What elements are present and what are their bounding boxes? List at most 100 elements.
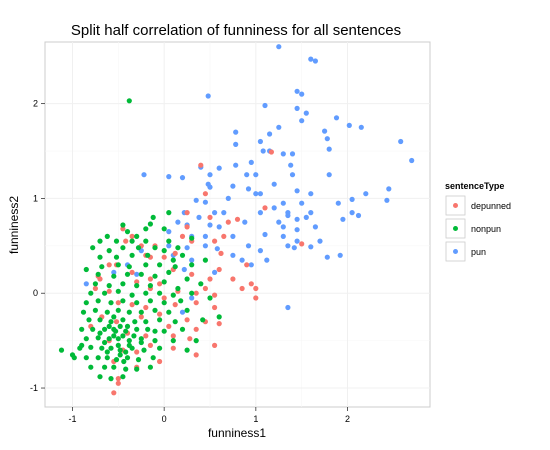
point-nonpun [120, 281, 126, 287]
point-pun [196, 214, 202, 220]
legend-label-pun: pun [471, 247, 486, 257]
point-depunned [253, 295, 259, 301]
point-nonpun [123, 328, 129, 334]
point-nonpun [104, 355, 110, 361]
point-nonpun [166, 238, 172, 244]
point-depunned [193, 352, 199, 358]
point-pun [285, 304, 291, 311]
point-pun [386, 186, 392, 192]
point-nonpun [124, 271, 131, 277]
point-nonpun [113, 357, 120, 363]
point-nonpun [129, 252, 135, 258]
point-pun [193, 197, 199, 203]
point-pun [202, 243, 208, 249]
point-pun [248, 262, 254, 268]
point-nonpun [120, 298, 126, 304]
point-nonpun [145, 326, 151, 332]
point-nonpun [97, 330, 103, 336]
point-nonpun [111, 273, 117, 279]
point-nonpun [138, 336, 144, 342]
point-nonpun [108, 319, 114, 325]
point-nonpun [193, 338, 199, 344]
point-depunned [198, 162, 204, 168]
x-tick-label: -1 [68, 414, 76, 424]
point-depunned [216, 266, 222, 273]
point-depunned [166, 323, 172, 329]
point-nonpun [115, 262, 121, 268]
point-depunned [189, 271, 195, 277]
point-nonpun [92, 281, 98, 287]
point-pun [253, 191, 259, 197]
point-depunned [129, 233, 135, 239]
point-nonpun [138, 309, 144, 315]
point-depunned [244, 262, 250, 268]
point-pun [225, 195, 231, 201]
point-depunned [97, 276, 103, 282]
y-tick-label: 1 [33, 193, 38, 203]
legend-title: sentenceType [445, 181, 504, 191]
point-nonpun [92, 307, 98, 313]
point-nonpun [123, 366, 129, 372]
legend-item-nonpun: nonpun [445, 218, 501, 239]
point-nonpun [113, 328, 119, 334]
point-depunned [134, 279, 140, 285]
x-tick-label: 1 [253, 414, 258, 424]
point-pun [326, 172, 332, 178]
point-nonpun [79, 326, 85, 332]
point-nonpun [83, 266, 89, 273]
point-nonpun [157, 290, 163, 296]
point-depunned [179, 233, 186, 239]
point-depunned [202, 285, 208, 292]
point-depunned [248, 281, 254, 287]
point-pun [205, 93, 211, 99]
point-nonpun [95, 271, 101, 277]
point-depunned [161, 254, 167, 260]
point-nonpun [90, 326, 96, 332]
point-nonpun [80, 309, 87, 315]
point-depunned [147, 276, 153, 282]
point-depunned [106, 288, 112, 294]
point-nonpun [102, 339, 108, 346]
point-nonpun [97, 317, 103, 323]
data-points [58, 44, 415, 396]
point-nonpun [132, 319, 138, 325]
point-pun [230, 233, 236, 239]
point-nonpun [134, 300, 140, 306]
point-pun [294, 188, 300, 194]
legend-key-nonpun [453, 226, 458, 231]
point-pun [299, 91, 305, 97]
point-nonpun [184, 347, 190, 353]
point-nonpun [58, 347, 65, 353]
point-nonpun [179, 252, 186, 258]
point-nonpun [207, 295, 213, 301]
point-depunned [111, 390, 117, 396]
x-axis-title: funniness1 [208, 426, 266, 440]
point-depunned [234, 216, 241, 222]
point-depunned [138, 314, 144, 320]
point-pun [166, 229, 172, 235]
point-pun [230, 252, 236, 258]
point-pun [289, 172, 296, 178]
point-pun [257, 210, 263, 216]
point-nonpun [147, 298, 153, 304]
point-pun [262, 102, 268, 109]
point-depunned [113, 319, 120, 325]
point-nonpun [147, 221, 153, 227]
point-nonpun [126, 342, 132, 348]
point-nonpun [120, 333, 126, 339]
point-pun [207, 172, 213, 178]
y-tick-label: 2 [33, 99, 38, 109]
point-nonpun [106, 283, 112, 289]
point-pun [207, 222, 213, 228]
point-pun [294, 227, 300, 233]
point-nonpun [147, 283, 153, 289]
point-nonpun [120, 317, 126, 323]
point-pun [181, 266, 187, 273]
point-depunned [129, 302, 135, 308]
point-depunned [115, 380, 121, 386]
point-nonpun [152, 338, 158, 344]
point-depunned [212, 238, 218, 244]
point-nonpun [152, 307, 158, 313]
point-nonpun [120, 222, 126, 228]
point-pun [294, 238, 300, 244]
